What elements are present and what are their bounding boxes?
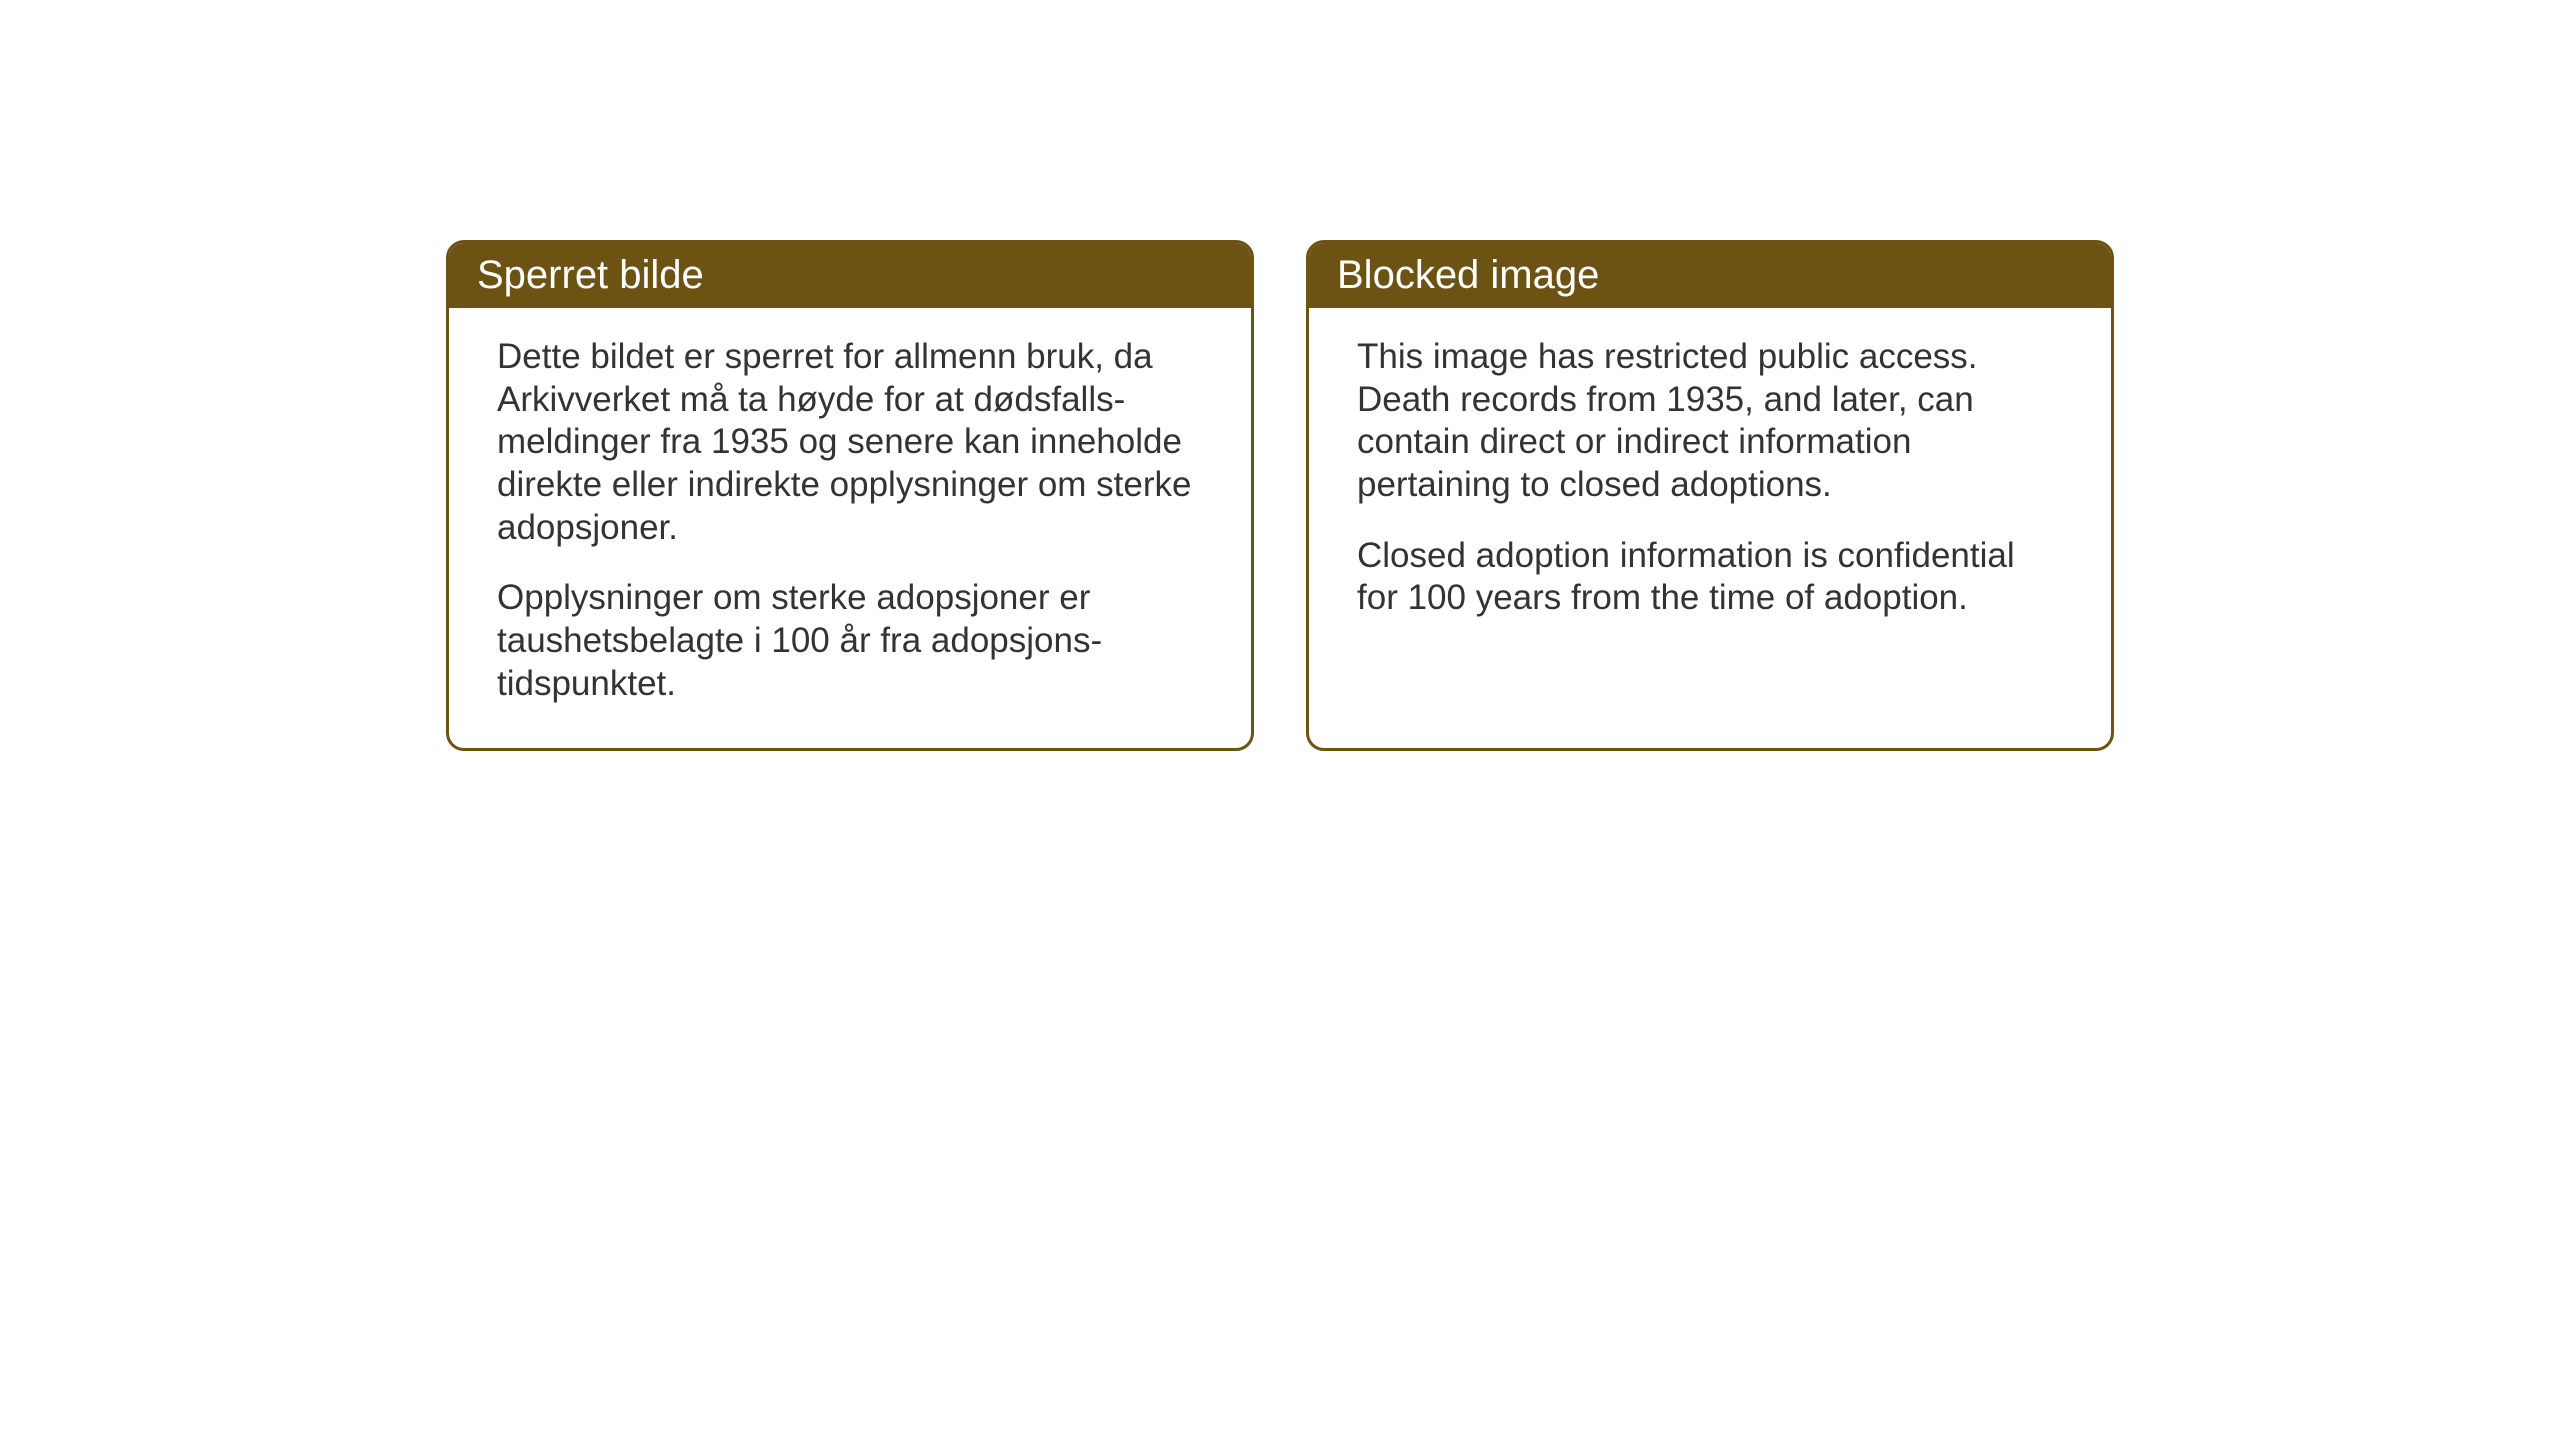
card-paragraph2-english: Closed adoption information is confident… [1357, 535, 2063, 620]
card-title-norwegian: Sperret bilde [477, 253, 704, 297]
card-paragraph1-english: This image has restricted public access.… [1357, 336, 2063, 507]
card-header-english: Blocked image [1309, 243, 2111, 308]
card-paragraph2-norwegian: Opplysninger om sterke adopsjoner er tau… [497, 577, 1203, 705]
card-paragraph1-norwegian: Dette bildet er sperret for allmenn bruk… [497, 336, 1203, 549]
notice-card-norwegian: Sperret bilde Dette bildet er sperret fo… [446, 240, 1254, 751]
card-body-english: This image has restricted public access.… [1309, 308, 2111, 662]
card-header-norwegian: Sperret bilde [449, 243, 1251, 308]
notice-container: Sperret bilde Dette bildet er sperret fo… [446, 240, 2114, 751]
card-body-norwegian: Dette bildet er sperret for allmenn bruk… [449, 308, 1251, 748]
card-title-english: Blocked image [1337, 253, 1599, 297]
notice-card-english: Blocked image This image has restricted … [1306, 240, 2114, 751]
